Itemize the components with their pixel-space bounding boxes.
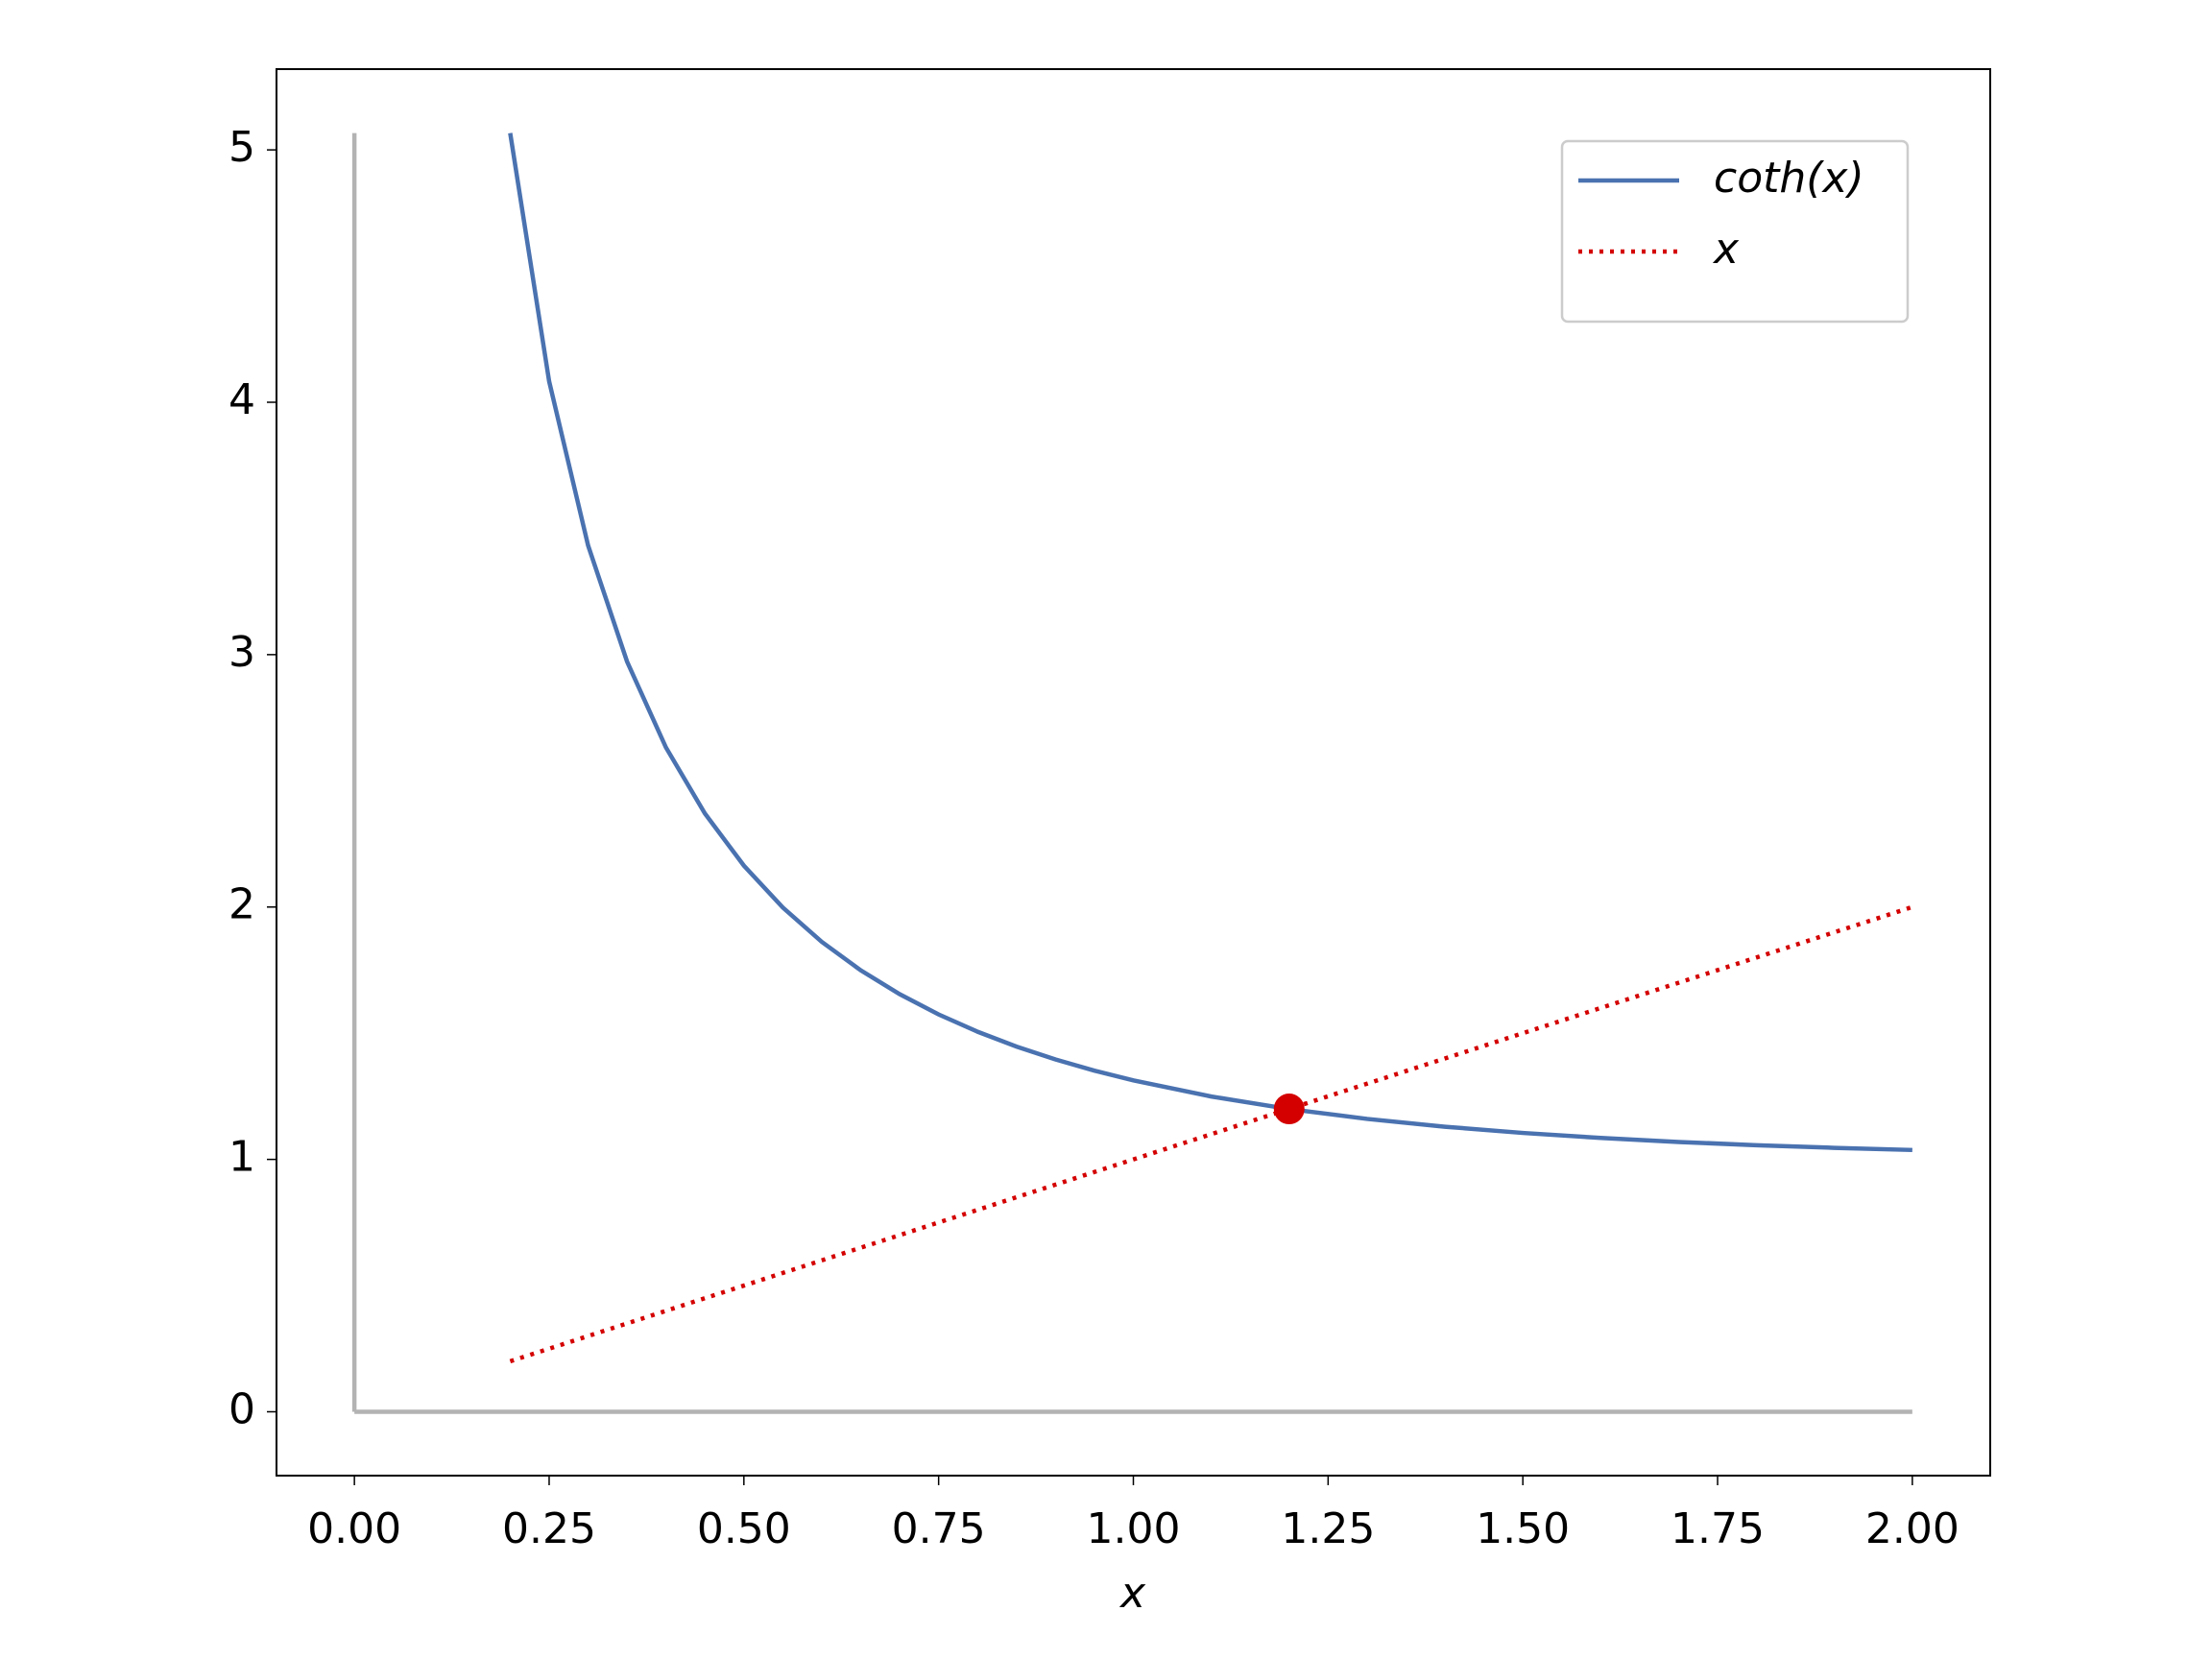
line [509, 904, 1913, 1364]
x-tick-label: 0.75 [892, 1504, 986, 1553]
x-tick-label: 2.00 [1865, 1504, 1960, 1553]
x-tick-label: 0.50 [697, 1504, 791, 1553]
x-tick-label: 0.25 [502, 1504, 596, 1553]
legend-label: x [1712, 225, 1740, 274]
y-tick-label: 3 [228, 628, 255, 677]
y-tick-label: 1 [228, 1133, 255, 1182]
x-tick-label: 0.00 [307, 1504, 401, 1553]
x-tick-label: 1.50 [1476, 1504, 1570, 1553]
x-tick-label: 1.25 [1281, 1504, 1375, 1553]
line [508, 132, 1912, 1153]
y-tick-label: 0 [228, 1384, 255, 1433]
y-tick-label: 2 [228, 880, 255, 929]
x-tick-label: 1.00 [1087, 1504, 1181, 1553]
intersection-point [1273, 1094, 1305, 1125]
axes-frame [276, 68, 1991, 1477]
y-tick-label: 5 [228, 123, 255, 172]
legend-label: coth(x) [1714, 154, 1864, 203]
legend-box [1560, 139, 1910, 324]
x-axis-label: x [1118, 1569, 1146, 1618]
x-tick-label: 1.75 [1671, 1504, 1765, 1553]
y-tick-label: 4 [228, 375, 255, 424]
